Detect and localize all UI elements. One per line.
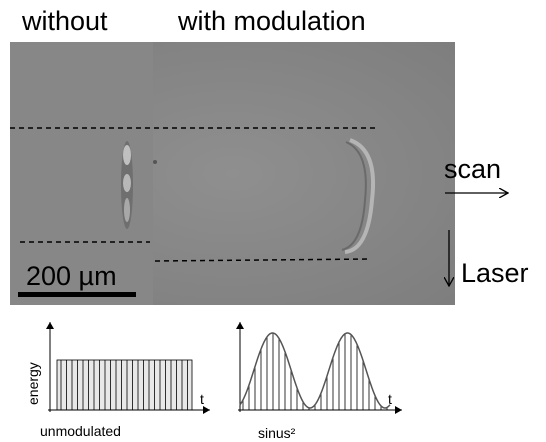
x-axis-label: t <box>200 391 204 407</box>
plot-sinus <box>236 322 402 414</box>
label-with-modulation: with modulation <box>177 6 366 36</box>
label-without: without <box>21 6 108 36</box>
x-axis-label: t <box>388 391 392 407</box>
laser-label: Laser <box>461 258 529 288</box>
plot-unmodulated <box>46 322 210 414</box>
caption-unmodulated: unmodulated <box>40 423 121 439</box>
scale-bar-label: 200 µm <box>26 261 117 291</box>
scan-label: scan <box>444 154 501 184</box>
caption-sinus: sinus² <box>258 425 296 441</box>
y-axis-label: energy <box>25 362 41 405</box>
micrograph: 200 µm <box>10 42 455 305</box>
